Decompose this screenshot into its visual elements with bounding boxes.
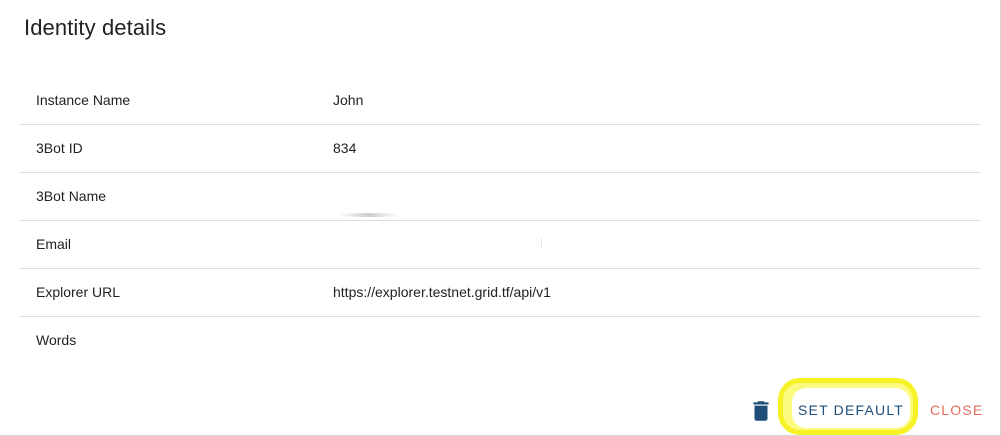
highlight-inner-fill xyxy=(792,388,910,428)
row-label: Words xyxy=(36,332,77,349)
table-row-instance-name: Instance Name John xyxy=(19,76,981,125)
table-row-words: Words xyxy=(19,316,981,364)
row-label: Email xyxy=(19,220,333,269)
identity-details-table: Instance Name John 3Bot ID 834 3Bot Name… xyxy=(19,76,981,364)
redacted-value-mark xyxy=(338,213,400,217)
delete-button[interactable] xyxy=(748,397,774,425)
dialog-title: Identity details xyxy=(24,15,167,40)
row-value: 834 xyxy=(333,124,981,173)
set-default-button[interactable]: SET DEFAULT xyxy=(798,402,905,418)
row-value xyxy=(333,172,981,221)
dialog-actions: SET DEFAULT CLOSE xyxy=(0,388,1001,436)
redacted-value-mark xyxy=(541,238,542,247)
row-value xyxy=(333,220,981,269)
trash-icon xyxy=(753,401,769,421)
close-button[interactable]: CLOSE xyxy=(930,402,984,418)
row-value: https://explorer.testnet.grid.tf/api/v1 xyxy=(333,268,981,317)
row-label: Instance Name xyxy=(19,76,333,125)
row-label: Explorer URL xyxy=(19,268,333,317)
row-label: 3Bot ID xyxy=(19,124,333,173)
row-value xyxy=(333,316,981,364)
table-row-3bot-name: 3Bot Name xyxy=(19,172,981,221)
table-row-3bot-id: 3Bot ID 834 xyxy=(19,124,981,173)
table-row-explorer-url: Explorer URL https://explorer.testnet.gr… xyxy=(19,268,981,317)
table-row-email: Email xyxy=(19,220,981,269)
row-label: 3Bot Name xyxy=(19,172,333,221)
row-value: John xyxy=(333,76,981,125)
